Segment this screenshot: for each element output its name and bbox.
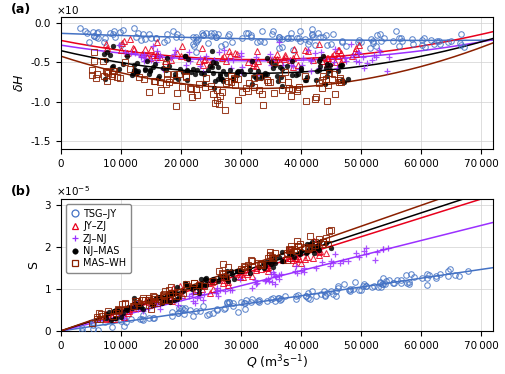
Text: $\times 10$: $\times 10$ — [56, 3, 79, 15]
X-axis label: $Q$ (m$^3$s$^{-1}$): $Q$ (m$^3$s$^{-1}$) — [245, 353, 308, 371]
Text: (a): (a) — [11, 3, 31, 15]
Y-axis label: S: S — [27, 261, 40, 269]
Legend: TSG–JY, JY–ZJ, ZJ–NJ, NJ–MAS, MAS–WH: TSG–JY, JY–ZJ, ZJ–NJ, NJ–MAS, MAS–WH — [66, 204, 131, 273]
Y-axis label: $\delta H$: $\delta H$ — [14, 73, 26, 92]
Text: $\times 10^{-5}$: $\times 10^{-5}$ — [56, 184, 90, 198]
Text: (b): (b) — [11, 185, 31, 198]
